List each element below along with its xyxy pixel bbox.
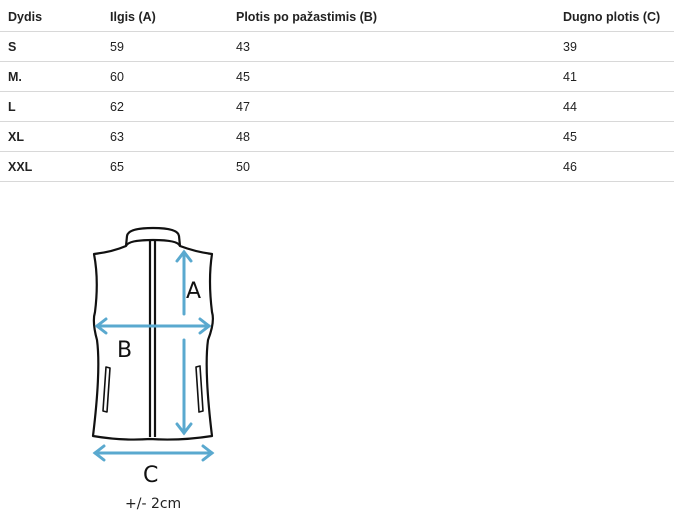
table-header-row: Dydis Ilgis (A) Plotis po pažastimis (B)… — [0, 3, 674, 32]
cell-chest-width: 43 — [236, 31, 563, 62]
header-hem-width: Dugno plotis (C) — [563, 3, 674, 32]
cell-chest-width: 50 — [236, 151, 563, 182]
size-table: Dydis Ilgis (A) Plotis po pažastimis (B)… — [0, 3, 674, 182]
label-b: B — [117, 338, 132, 363]
cell-length: 62 — [110, 91, 236, 122]
table-row: M. 60 45 41 — [0, 61, 674, 92]
hem-arrow-c — [92, 444, 215, 462]
cell-hem-width: 41 — [563, 61, 674, 92]
vest-outline — [91, 226, 214, 441]
cell-chest-width: 45 — [236, 61, 563, 92]
header-chest-width: Plotis po pažastimis (B) — [236, 3, 563, 32]
cell-size: XXL — [0, 151, 110, 182]
cell-size: S — [0, 31, 110, 62]
header-size: Dydis — [0, 3, 110, 32]
cell-hem-width: 39 — [563, 31, 674, 62]
cell-chest-width: 47 — [236, 91, 563, 122]
cell-length: 59 — [110, 31, 236, 62]
length-arrow-a — [175, 249, 193, 436]
label-a: A — [186, 279, 201, 304]
cell-length: 65 — [110, 151, 236, 182]
table-row: XL 63 48 45 — [0, 121, 674, 152]
header-length: Ilgis (A) — [110, 3, 236, 32]
table-row: XXL 65 50 46 — [0, 151, 674, 182]
table-row: S 59 43 39 — [0, 31, 674, 62]
label-c: C — [143, 463, 158, 488]
table-row: L 62 47 44 — [0, 91, 674, 122]
chest-arrow-b — [94, 317, 212, 335]
cell-length: 60 — [110, 61, 236, 92]
measurement-arrows — [92, 249, 215, 462]
cell-size: L — [0, 91, 110, 122]
cell-length: 63 — [110, 121, 236, 152]
cell-hem-width: 46 — [563, 151, 674, 182]
cell-chest-width: 48 — [236, 121, 563, 152]
cell-size: XL — [0, 121, 110, 152]
cell-size: M. — [0, 61, 110, 92]
tolerance-note: +/- 2cm — [125, 496, 181, 512]
cell-hem-width: 45 — [563, 121, 674, 152]
cell-hem-width: 44 — [563, 91, 674, 122]
